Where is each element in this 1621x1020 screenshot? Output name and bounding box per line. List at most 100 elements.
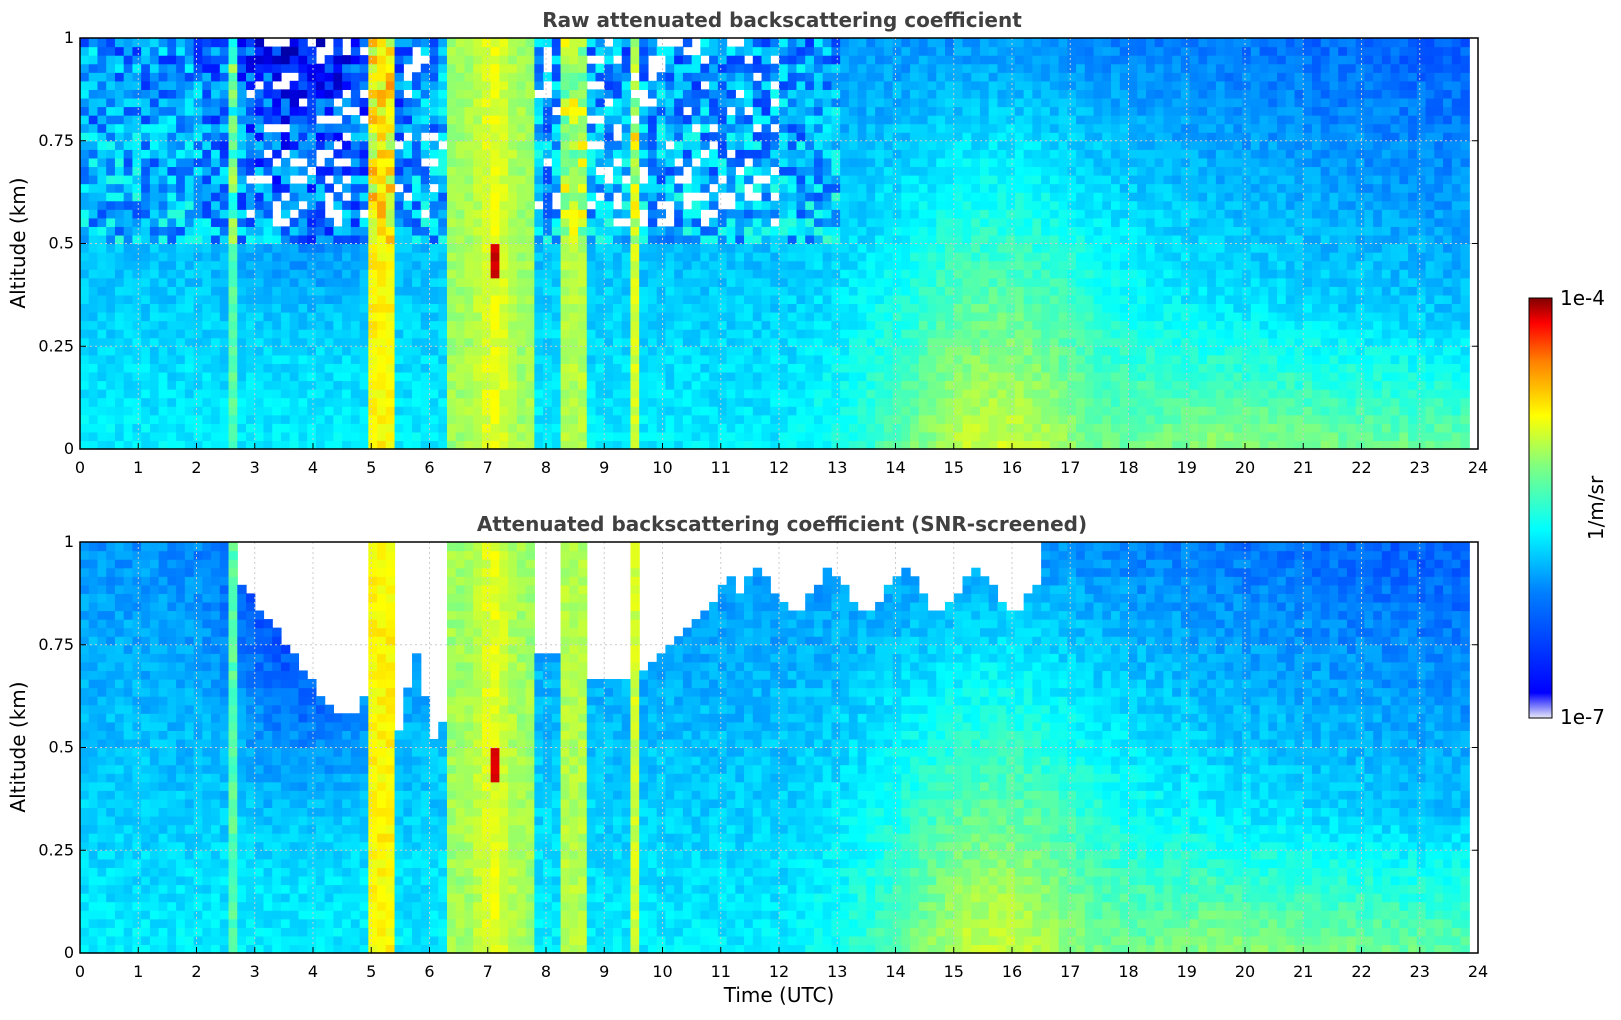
heatmap-cell bbox=[88, 371, 99, 382]
heatmap-cell bbox=[298, 115, 308, 125]
heatmap-cell bbox=[744, 320, 754, 330]
heatmap-cell bbox=[971, 63, 981, 73]
heatmap-cell bbox=[193, 243, 203, 253]
heatmap-cell bbox=[551, 406, 562, 416]
heatmap-cell bbox=[481, 397, 492, 407]
heatmap-cell bbox=[149, 175, 160, 185]
heatmap-cell bbox=[752, 80, 763, 90]
heatmap-cell bbox=[385, 312, 396, 322]
heatmap-cell bbox=[813, 72, 824, 82]
heatmap-cell bbox=[508, 320, 518, 330]
heatmap-cell bbox=[412, 89, 422, 99]
heatmap-cell bbox=[621, 166, 632, 176]
heatmap-cell bbox=[289, 63, 300, 73]
heatmap-cell bbox=[97, 46, 107, 56]
heatmap-cell bbox=[1014, 217, 1025, 227]
heatmap-cell bbox=[298, 277, 308, 287]
heatmap-cell bbox=[918, 106, 929, 116]
heatmap-cell bbox=[761, 346, 771, 356]
heatmap-cell bbox=[525, 132, 535, 142]
heatmap-cell bbox=[184, 269, 195, 279]
heatmap-cell bbox=[237, 63, 247, 73]
heatmap-cell bbox=[114, 269, 125, 279]
heatmap-cell bbox=[796, 423, 806, 433]
heatmap-cell bbox=[412, 72, 422, 82]
heatmap-cell bbox=[141, 38, 151, 48]
heatmap-cell bbox=[560, 320, 570, 330]
heatmap-cell bbox=[875, 269, 885, 279]
heatmap-cell bbox=[516, 217, 527, 227]
heatmap-cell bbox=[490, 97, 500, 108]
heatmap-cell bbox=[997, 55, 1007, 65]
heatmap-cell bbox=[368, 209, 378, 219]
heatmap-cell bbox=[473, 294, 483, 305]
heatmap-cell bbox=[211, 123, 221, 133]
heatmap-cell bbox=[875, 286, 885, 296]
heatmap-cell bbox=[604, 106, 614, 116]
heatmap-cell bbox=[324, 243, 334, 253]
heatmap-cell bbox=[80, 63, 90, 73]
heatmap-cell bbox=[324, 63, 334, 73]
heatmap-cell bbox=[368, 320, 378, 330]
heatmap-cell bbox=[988, 123, 999, 133]
heatmap-cell bbox=[813, 277, 824, 287]
heatmap-cell bbox=[202, 63, 212, 73]
heatmap-cell bbox=[359, 414, 369, 424]
heatmap-cell bbox=[543, 72, 553, 82]
heatmap-cell bbox=[988, 192, 999, 202]
heatmap-cell bbox=[324, 380, 334, 390]
heatmap-cell bbox=[848, 337, 859, 347]
heatmap-cell bbox=[149, 286, 160, 296]
heatmap-cell bbox=[726, 380, 736, 390]
heatmap-cell bbox=[499, 46, 509, 56]
heatmap-cell bbox=[80, 234, 90, 245]
heatmap-cell bbox=[263, 329, 273, 339]
heatmap-cell bbox=[840, 414, 850, 424]
heatmap-cell bbox=[403, 123, 413, 133]
heatmap-cell bbox=[551, 55, 562, 65]
heatmap-cell bbox=[962, 140, 972, 150]
heatmap-cell bbox=[219, 63, 230, 73]
heatmap-cell bbox=[473, 72, 483, 82]
heatmap-cell bbox=[988, 46, 999, 56]
heatmap-cell bbox=[787, 269, 798, 279]
heatmap-cell bbox=[237, 423, 247, 433]
heatmap-cell bbox=[211, 423, 221, 433]
heatmap-cell bbox=[490, 329, 500, 339]
heatmap-cell bbox=[717, 157, 728, 168]
heatmap-cell bbox=[752, 97, 763, 108]
heatmap-cell bbox=[202, 346, 212, 356]
heatmap-cell bbox=[770, 149, 780, 159]
heatmap-cell bbox=[787, 217, 798, 227]
heatmap-cell bbox=[499, 252, 509, 262]
heatmap-cell bbox=[254, 200, 265, 210]
heatmap-cell bbox=[691, 337, 701, 347]
heatmap-cell bbox=[123, 106, 134, 116]
heatmap-cell bbox=[1014, 80, 1025, 90]
heatmap-cell bbox=[831, 140, 841, 150]
heatmap-cell bbox=[578, 260, 588, 270]
heatmap-cell bbox=[927, 123, 937, 133]
heatmap-cell bbox=[350, 217, 361, 227]
heatmap-cell bbox=[918, 320, 929, 330]
heatmap-cell bbox=[936, 294, 946, 305]
heatmap-cell bbox=[665, 55, 675, 65]
heatmap-cell bbox=[219, 423, 230, 433]
heatmap-cell bbox=[604, 423, 614, 433]
heatmap-cell bbox=[342, 149, 352, 159]
heatmap-cell bbox=[149, 380, 160, 390]
heatmap-cell bbox=[630, 149, 640, 159]
heatmap-cell bbox=[228, 389, 238, 399]
heatmap-cell bbox=[499, 329, 509, 339]
heatmap-cell bbox=[691, 431, 701, 442]
heatmap-cell bbox=[1014, 337, 1025, 347]
heatmap-cell bbox=[971, 183, 981, 193]
heatmap-cell bbox=[656, 303, 667, 313]
heatmap-cell bbox=[971, 97, 981, 108]
heatmap-cell bbox=[149, 243, 160, 253]
heatmap-cell bbox=[691, 106, 701, 116]
heatmap-cell bbox=[586, 414, 597, 424]
heatmap-cell bbox=[167, 294, 177, 305]
heatmap-cell bbox=[604, 149, 614, 159]
